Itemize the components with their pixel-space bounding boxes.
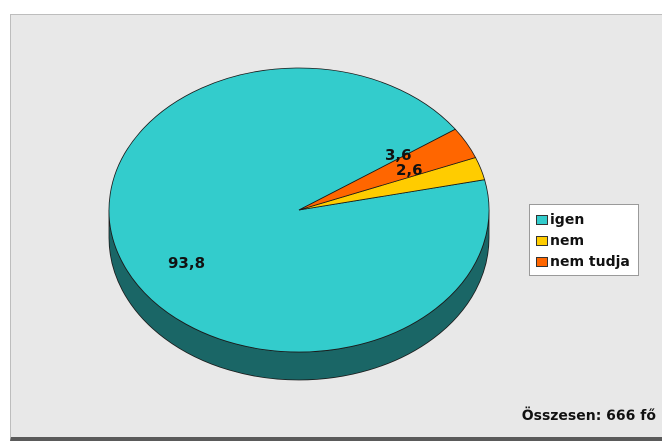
legend-swatch [536,235,548,246]
legend-label: igen [550,211,585,228]
legend-item-igen: igen [536,209,638,230]
pie-top [108,67,490,353]
legend: igen nem nem tudja [529,204,639,276]
legend-item-nem: nem [536,230,638,251]
data-label-nem: 2,6 [396,161,423,179]
legend-item-nem-tudja: nem tudja [536,251,638,272]
data-labels: 93,8 2,63,6 [168,146,423,272]
total-note: Összesen: 666 fő [521,408,656,424]
legend-label: nem [550,232,585,249]
legend-swatch [536,256,548,267]
data-label-nem-tudja: 3,6 [385,146,412,164]
legend-swatch [536,214,548,225]
legend-label: nem tudja [550,253,630,270]
data-label-igen: 93,8 [168,254,205,272]
pie-slice-nem-tudja [298,128,477,211]
